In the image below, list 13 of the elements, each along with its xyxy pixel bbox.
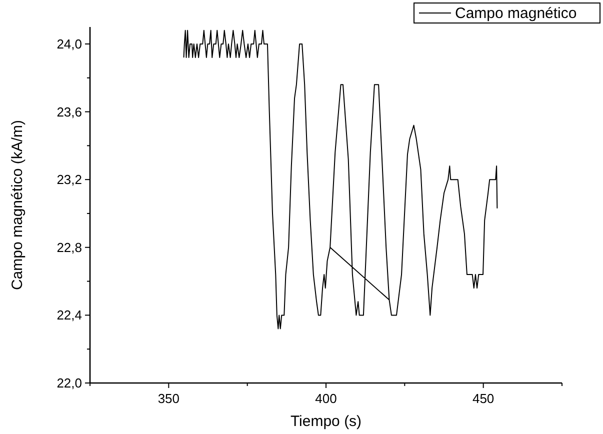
y-tick-label: 22,4 [56,308,82,323]
x-tick-label: 400 [315,391,337,406]
x-axis-title: Tiempo (s) [290,413,362,430]
y-tick-label: 23,6 [56,104,82,120]
y-tick-label: 24,0 [56,36,82,52]
y-tick-label: 22,0 [56,376,82,390]
line-series [183,30,498,330]
legend-label: Campo magnético [455,5,577,22]
x-tick-label: 450 [472,391,494,406]
y-tick-label: 23,2 [56,172,82,188]
x-tick-label: 350 [158,391,180,406]
y-tick-label: 22,8 [56,240,82,255]
y-axis-title: Campo magnético (kA/m) [9,120,26,290]
